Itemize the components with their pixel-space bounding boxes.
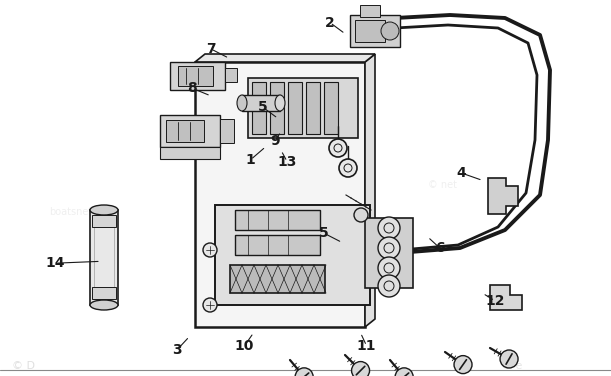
- Text: 4: 4: [456, 166, 466, 180]
- Text: 3: 3: [172, 343, 182, 357]
- Circle shape: [395, 368, 413, 376]
- Circle shape: [351, 362, 370, 376]
- Text: 2: 2: [325, 15, 335, 30]
- Text: © net: © net: [428, 180, 456, 191]
- Bar: [160, 115, 220, 147]
- Text: © e: © e: [501, 361, 522, 371]
- Bar: [270, 82, 284, 134]
- Text: 9: 9: [270, 134, 280, 148]
- Bar: [92, 287, 116, 299]
- Bar: [306, 82, 320, 134]
- Bar: [324, 82, 338, 134]
- Polygon shape: [365, 54, 375, 327]
- Polygon shape: [488, 178, 518, 214]
- Bar: [178, 66, 213, 86]
- Bar: [360, 5, 380, 17]
- Bar: [90, 210, 118, 305]
- Text: 14: 14: [45, 256, 65, 270]
- Ellipse shape: [90, 300, 118, 310]
- Circle shape: [378, 275, 400, 297]
- Text: 5: 5: [258, 100, 268, 114]
- Circle shape: [500, 350, 518, 368]
- Ellipse shape: [90, 205, 118, 215]
- Bar: [248, 78, 358, 138]
- Text: boatsnet: boatsnet: [49, 207, 92, 217]
- Circle shape: [329, 139, 347, 157]
- Circle shape: [354, 208, 368, 222]
- Circle shape: [378, 237, 400, 259]
- Text: 6: 6: [435, 241, 445, 255]
- Bar: [220, 119, 234, 143]
- Ellipse shape: [275, 95, 285, 111]
- Circle shape: [203, 298, 217, 312]
- Ellipse shape: [237, 95, 247, 111]
- Bar: [242, 95, 280, 111]
- Text: 7: 7: [206, 42, 216, 56]
- Bar: [215, 205, 370, 305]
- Circle shape: [378, 217, 400, 239]
- Circle shape: [381, 22, 399, 40]
- Text: 13: 13: [277, 155, 297, 169]
- Circle shape: [295, 368, 313, 376]
- Text: 8: 8: [188, 81, 197, 96]
- Bar: [92, 215, 116, 227]
- Bar: [355, 20, 385, 42]
- Polygon shape: [195, 54, 375, 62]
- Bar: [170, 62, 225, 90]
- Bar: [235, 235, 320, 255]
- Bar: [225, 68, 237, 82]
- Bar: [365, 218, 413, 288]
- Circle shape: [378, 257, 400, 279]
- Text: 10: 10: [235, 339, 254, 353]
- Text: © D: © D: [12, 361, 35, 371]
- Bar: [288, 82, 302, 134]
- Polygon shape: [490, 285, 522, 310]
- Text: 5: 5: [319, 226, 329, 240]
- Text: 11: 11: [357, 339, 376, 353]
- Bar: [230, 265, 325, 293]
- Bar: [350, 15, 400, 47]
- Circle shape: [454, 356, 472, 374]
- Bar: [235, 210, 320, 230]
- Bar: [195, 62, 365, 327]
- Text: 12: 12: [485, 294, 505, 308]
- Bar: [252, 82, 266, 134]
- Bar: [166, 120, 204, 142]
- Bar: [235, 235, 320, 255]
- Bar: [160, 147, 220, 159]
- Text: 1: 1: [246, 153, 255, 167]
- Circle shape: [203, 243, 217, 257]
- Bar: [235, 210, 320, 230]
- Circle shape: [339, 159, 357, 177]
